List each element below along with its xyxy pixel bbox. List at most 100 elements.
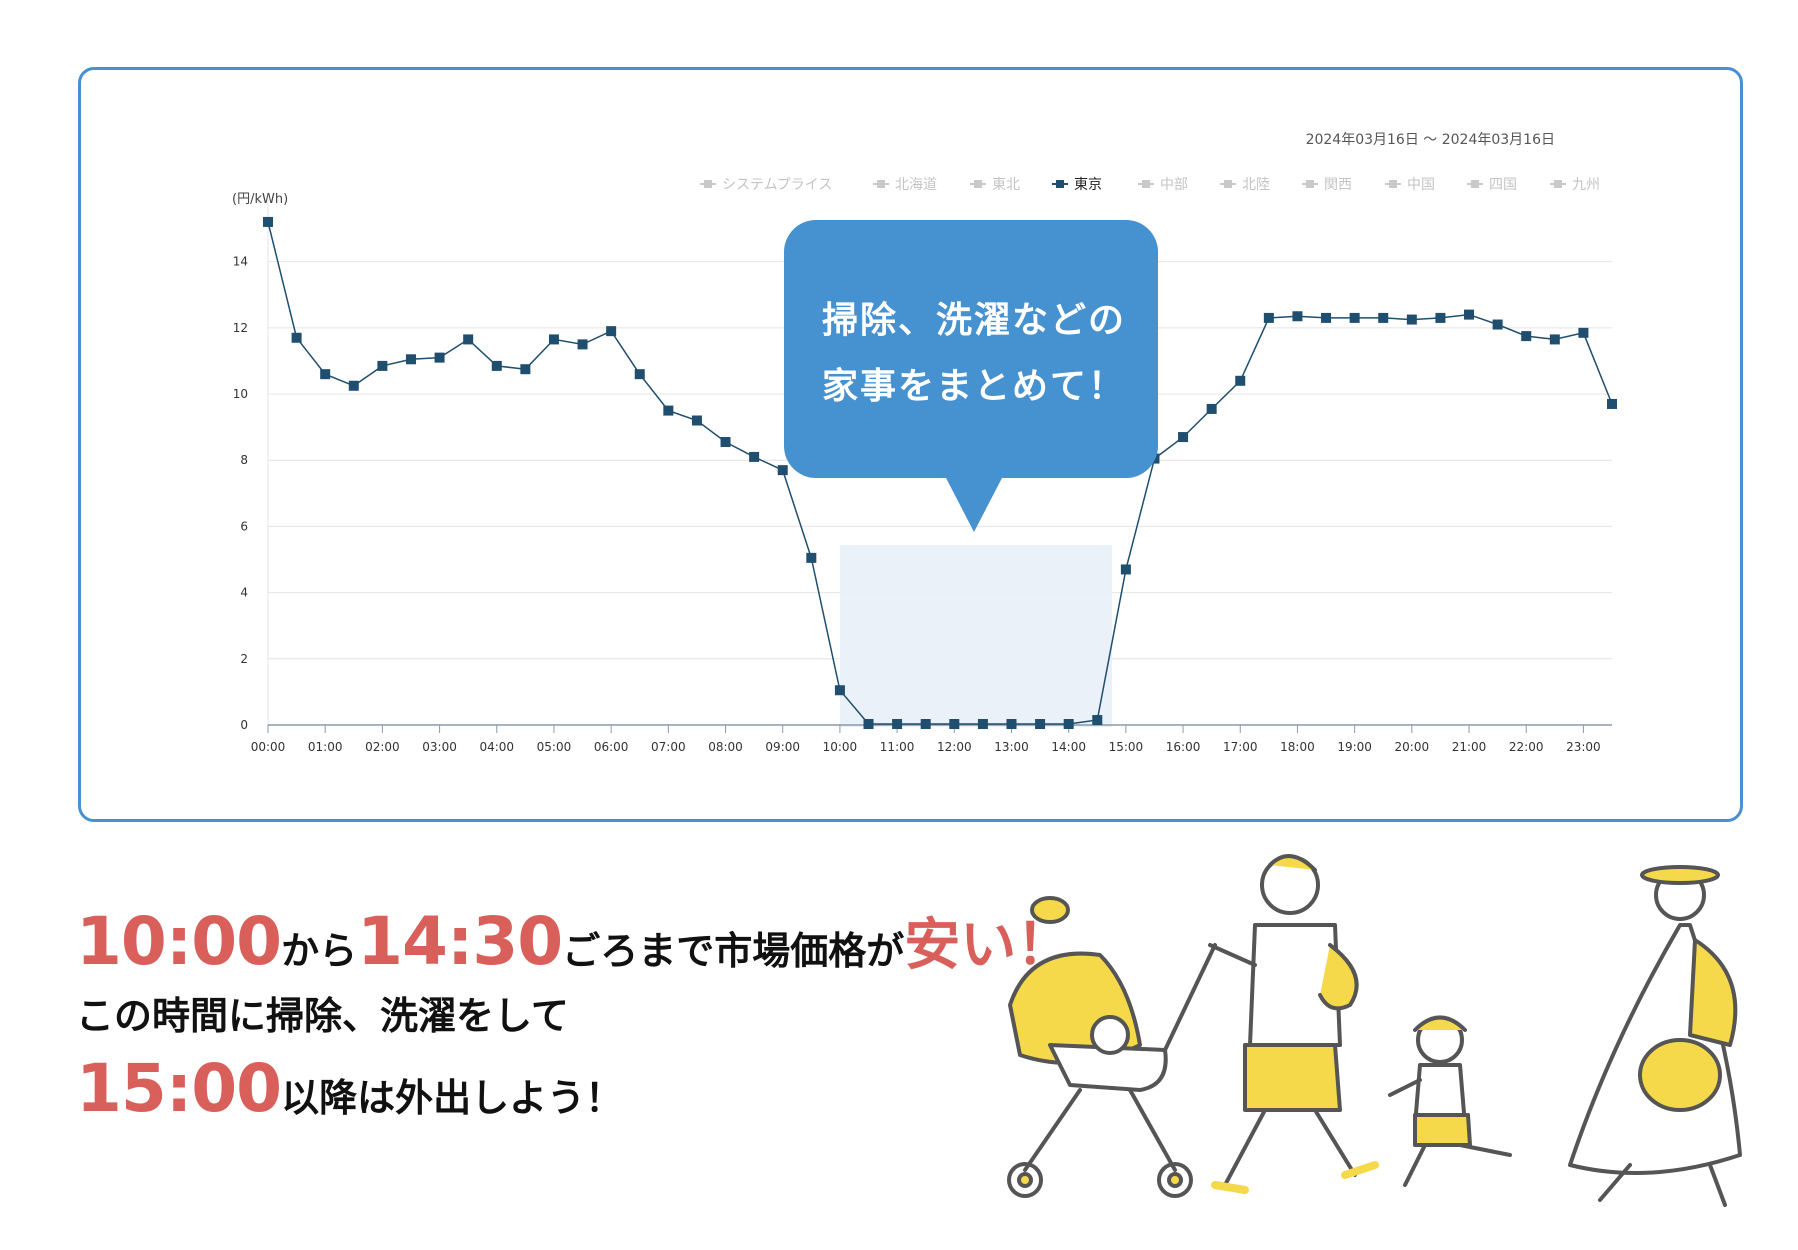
data-point: [1063, 719, 1074, 730]
data-point: [777, 465, 788, 476]
legend-item[interactable]: 九州: [1550, 177, 1600, 193]
legend-item[interactable]: 北海道: [873, 177, 937, 193]
headline-line-3: 15:00以降は外出しよう！: [76, 1050, 623, 1127]
x-tick-label: 15:00: [1109, 740, 1144, 754]
data-point: [1349, 312, 1360, 323]
y-tick-label: 14: [233, 255, 248, 269]
data-point: [1607, 398, 1617, 409]
legend-label: 中部: [1160, 177, 1188, 193]
data-point: [1035, 719, 1046, 730]
data-point: [1464, 309, 1475, 320]
data-point: [1578, 327, 1589, 338]
x-tick-label: 14:00: [1051, 740, 1086, 754]
x-tick-label: 03:00: [422, 740, 457, 754]
legend-item[interactable]: 東北: [970, 177, 1020, 193]
legend[interactable]: システムプライス 北海道 東北 東京 中部 北陸 関西 中国 四国 九州: [700, 177, 1600, 193]
x-tick-label: 11:00: [880, 740, 915, 754]
y-tick-label: 12: [233, 321, 248, 335]
data-point: [1435, 312, 1446, 323]
data-point: [806, 552, 817, 563]
data-point: [577, 339, 588, 350]
data-point: [320, 369, 331, 380]
axes: 00:00 01:00 02:00 03:00 04:00 05:00 06:00 07:00…: [251, 724, 1612, 754]
data-point: [1092, 715, 1103, 726]
data-point: [1006, 719, 1017, 730]
y-tick-label: 8: [240, 453, 248, 467]
highlight-area: [840, 545, 1112, 727]
headline-text-1b: ごろまで市場価格が: [562, 929, 905, 973]
data-point: [377, 360, 388, 371]
legend-label: 関西: [1324, 177, 1352, 193]
x-tick-label: 17:00: [1223, 740, 1258, 754]
x-tick-label: 00:00: [251, 740, 286, 754]
legend-label: 四国: [1489, 177, 1517, 193]
legend-marker: [974, 180, 982, 188]
data-point: [1292, 311, 1303, 322]
data-point: [263, 216, 273, 227]
legend-item[interactable]: 中部: [1138, 177, 1188, 193]
legend-label: 北陸: [1242, 177, 1270, 193]
callout-line2: 家事をまとめて！: [822, 366, 1126, 407]
legend-marker: [1056, 180, 1064, 188]
data-point: [634, 369, 645, 380]
data-point: [1235, 375, 1246, 386]
x-tick-label: 19:00: [1337, 740, 1372, 754]
legend-marker: [1554, 180, 1562, 188]
data-point: [920, 719, 931, 730]
data-point: [663, 405, 674, 416]
data-point: [1521, 331, 1532, 342]
y-tick-label: 4: [240, 586, 248, 600]
legend-label: 北海道: [895, 177, 937, 193]
legend-item[interactable]: 北陸: [1220, 177, 1270, 193]
callout-line1: 掃除、洗濯などの: [822, 300, 1126, 341]
time-start: 10:00: [76, 903, 282, 980]
x-tick-label: 18:00: [1280, 740, 1315, 754]
data-point: [348, 380, 359, 391]
family-walking-illustration: [1007, 854, 1742, 1207]
x-tick-label: 23:00: [1566, 740, 1601, 754]
data-point: [977, 719, 988, 730]
legend-item[interactable]: システムプライス: [700, 177, 832, 193]
legend-marker: [1224, 180, 1232, 188]
time-end: 14:30: [357, 903, 563, 980]
legend-item[interactable]: 東京: [1052, 177, 1102, 193]
y-tick-label: 6: [240, 519, 248, 533]
x-tick-label: 01:00: [308, 740, 343, 754]
data-point: [892, 719, 903, 730]
y-tick-label: 10: [233, 387, 248, 401]
x-tick-label: 20:00: [1395, 740, 1430, 754]
y-tick-label: 0: [240, 718, 248, 732]
x-tick-label: 13:00: [994, 740, 1029, 754]
x-tick-label: 02:00: [365, 740, 400, 754]
legend-label: 東京: [1074, 177, 1102, 193]
legend-item[interactable]: 中国: [1385, 177, 1435, 193]
data-point: [1492, 319, 1503, 330]
data-point: [1406, 314, 1417, 325]
legend-label: 東北: [992, 177, 1020, 193]
data-point: [1378, 312, 1389, 323]
series-tokyo: [263, 216, 1617, 730]
legend-label: 中国: [1407, 177, 1435, 193]
x-tick-label: 04:00: [479, 740, 514, 754]
data-point: [1206, 403, 1217, 414]
data-point: [1120, 564, 1131, 575]
y-unit-label: (円/kWh): [232, 192, 288, 207]
data-point: [1178, 432, 1189, 443]
legend-marker: [1142, 180, 1150, 188]
x-tick-label: 12:00: [937, 740, 972, 754]
legend-label: システムプライス: [722, 177, 832, 193]
headline-text-3: 以降は外出しよう！: [281, 1076, 624, 1120]
x-tick-label: 06:00: [594, 740, 629, 754]
data-point: [949, 719, 960, 730]
legend-item[interactable]: 四国: [1467, 177, 1517, 193]
x-tick-label: 05:00: [537, 740, 572, 754]
x-tick-label: 10:00: [823, 740, 858, 754]
data-point: [749, 451, 760, 462]
data-point: [520, 364, 531, 375]
data-point: [691, 415, 702, 426]
legend-item[interactable]: 関西: [1302, 177, 1352, 193]
data-point: [291, 332, 302, 343]
legend-marker: [1471, 180, 1479, 188]
data-point: [548, 334, 559, 345]
